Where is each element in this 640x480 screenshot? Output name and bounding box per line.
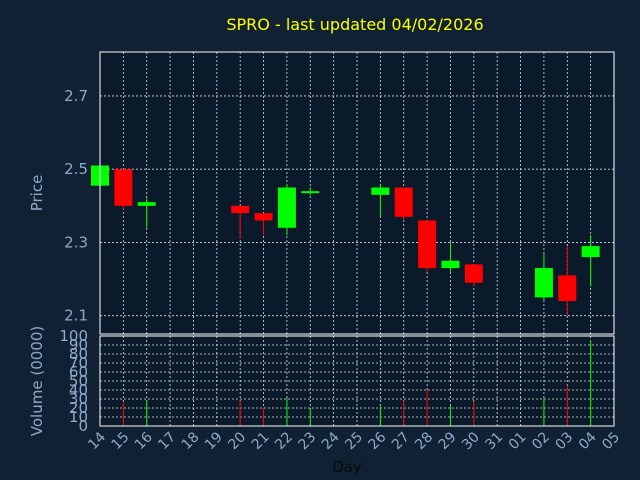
volume-tick-label: 30 [69, 390, 88, 408]
candle-21 [254, 213, 273, 236]
price-tick-label: 2.1 [64, 307, 88, 325]
candle-body [371, 187, 390, 195]
candle-20 [231, 205, 250, 239]
volume-tick-label: 90 [69, 336, 88, 354]
price-tick-label: 2.5 [64, 160, 88, 178]
candle-04 [581, 235, 600, 287]
candle-27 [394, 187, 413, 221]
candle-body [231, 205, 250, 214]
candles [91, 165, 600, 316]
volume-tick-label: 20 [69, 399, 88, 417]
candle-body [277, 187, 296, 228]
candle-29 [441, 242, 460, 272]
candle-body [137, 202, 156, 206]
x-ticks: 14 15 16 17 18 19 20 21 22 23 24 25 26 27 28 29 30 31 01 02… [85, 429, 623, 453]
candle-16 [137, 198, 156, 228]
volume-tick-label: 40 [69, 381, 88, 399]
candle-03 [558, 246, 577, 316]
volume-tick-label: 10 [69, 408, 88, 426]
candle-body [441, 260, 460, 269]
volume-tick-label: 0 [78, 417, 88, 435]
volume-tick-label: 100 [59, 327, 88, 345]
candle-body [394, 187, 413, 217]
price-tick-label: 2.7 [64, 87, 88, 105]
chart-title: SPRO - last updated 04/02/2026 [226, 15, 483, 34]
candle-23 [301, 187, 320, 195]
volume-tick-label: 50 [69, 372, 88, 390]
candle-body [534, 268, 553, 298]
candle-22 [277, 183, 296, 236]
candle-body [301, 191, 320, 194]
candle-26 [371, 183, 390, 217]
volume-tick-label: 80 [69, 345, 88, 363]
candle-body [254, 213, 273, 221]
candle-body [558, 275, 577, 302]
price-frame [99, 51, 615, 335]
price-axis-label: Price [28, 175, 46, 212]
volume-tick-label: 70 [69, 354, 88, 372]
candle-28 [418, 220, 437, 272]
candle-body [114, 169, 133, 206]
price-tick-label: 2.3 [64, 233, 88, 251]
price-y-ticks: 2.7 2.5 2.3 2.1 [64, 87, 88, 325]
candle-body [464, 264, 483, 283]
candle-15 [114, 169, 133, 210]
x-axis-label: Day [332, 458, 362, 476]
volume-axis-label: Volume (0000) [28, 326, 46, 436]
candle-02 [534, 253, 553, 302]
volume-frame [99, 335, 615, 427]
candle-body [418, 220, 437, 269]
candle-30 [464, 264, 483, 287]
candle-body [581, 246, 600, 258]
volume-tick-label: 60 [69, 363, 88, 381]
volume-bars [122, 340, 592, 426]
